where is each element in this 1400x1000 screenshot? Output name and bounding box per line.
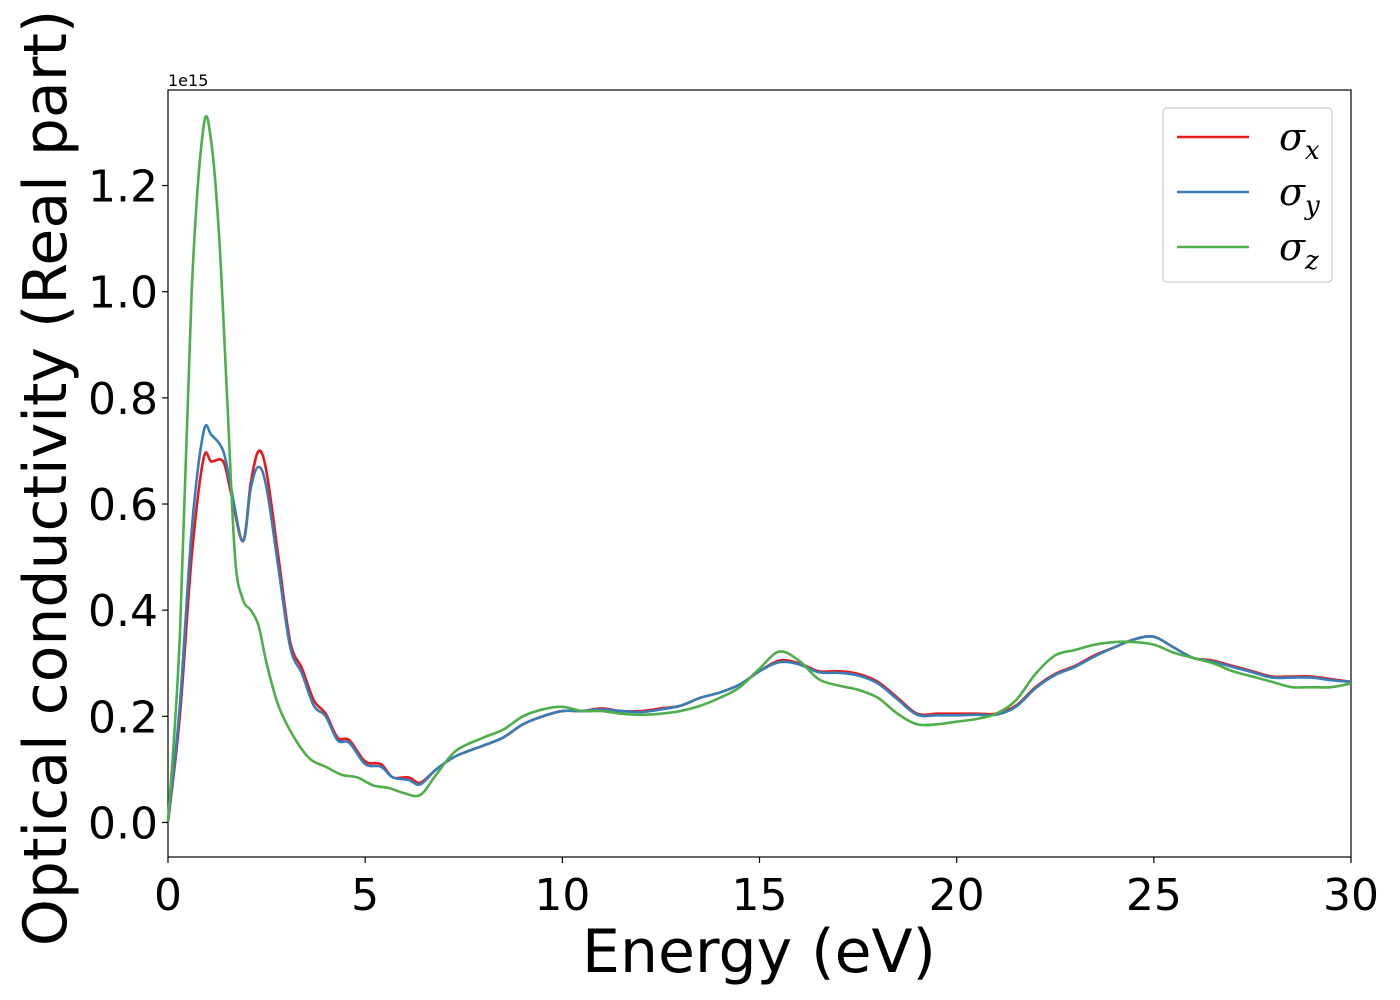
x-tick-label: 30 — [1323, 870, 1379, 921]
y-tick-label: 1.2 — [88, 162, 158, 213]
y-tick-label: 0.8 — [88, 374, 158, 425]
legend-label-x: σx — [1279, 115, 1320, 166]
y-tick-label: 0.0 — [88, 798, 158, 849]
series-layer — [166, 114, 1352, 823]
legend-box — [1162, 107, 1333, 283]
y-axis-label: Optical conductivity (Real part) — [11, 10, 81, 947]
y-axis-ticks: 0.0 0.2 0.4 0.6 0.8 1.0 1.2 — [88, 162, 168, 849]
x-tick-label: 0 — [154, 870, 182, 921]
x-tick-label: 20 — [929, 870, 985, 921]
x-axis-label: Energy (eV) — [582, 917, 936, 987]
y-tick-label: 1.0 — [88, 268, 158, 319]
series-line-y — [166, 424, 1352, 823]
series-line-x — [166, 449, 1352, 823]
legend-label-z: σz — [1279, 225, 1319, 276]
x-tick-label: 10 — [534, 870, 590, 921]
y-tick-label: 0.6 — [88, 480, 158, 531]
x-tick-label: 25 — [1126, 870, 1182, 921]
y-tick-label: 0.2 — [88, 692, 158, 743]
x-axis-ticks: 0 5 10 15 20 25 30 — [154, 857, 1379, 921]
x-tick-label: 5 — [351, 870, 379, 921]
y-axis-offset-label: 1e15 — [168, 71, 208, 90]
y-tick-label: 0.4 — [88, 586, 158, 637]
x-tick-label: 15 — [732, 870, 788, 921]
series-line-z — [166, 114, 1352, 823]
legend-label-y: σy — [1279, 170, 1320, 221]
